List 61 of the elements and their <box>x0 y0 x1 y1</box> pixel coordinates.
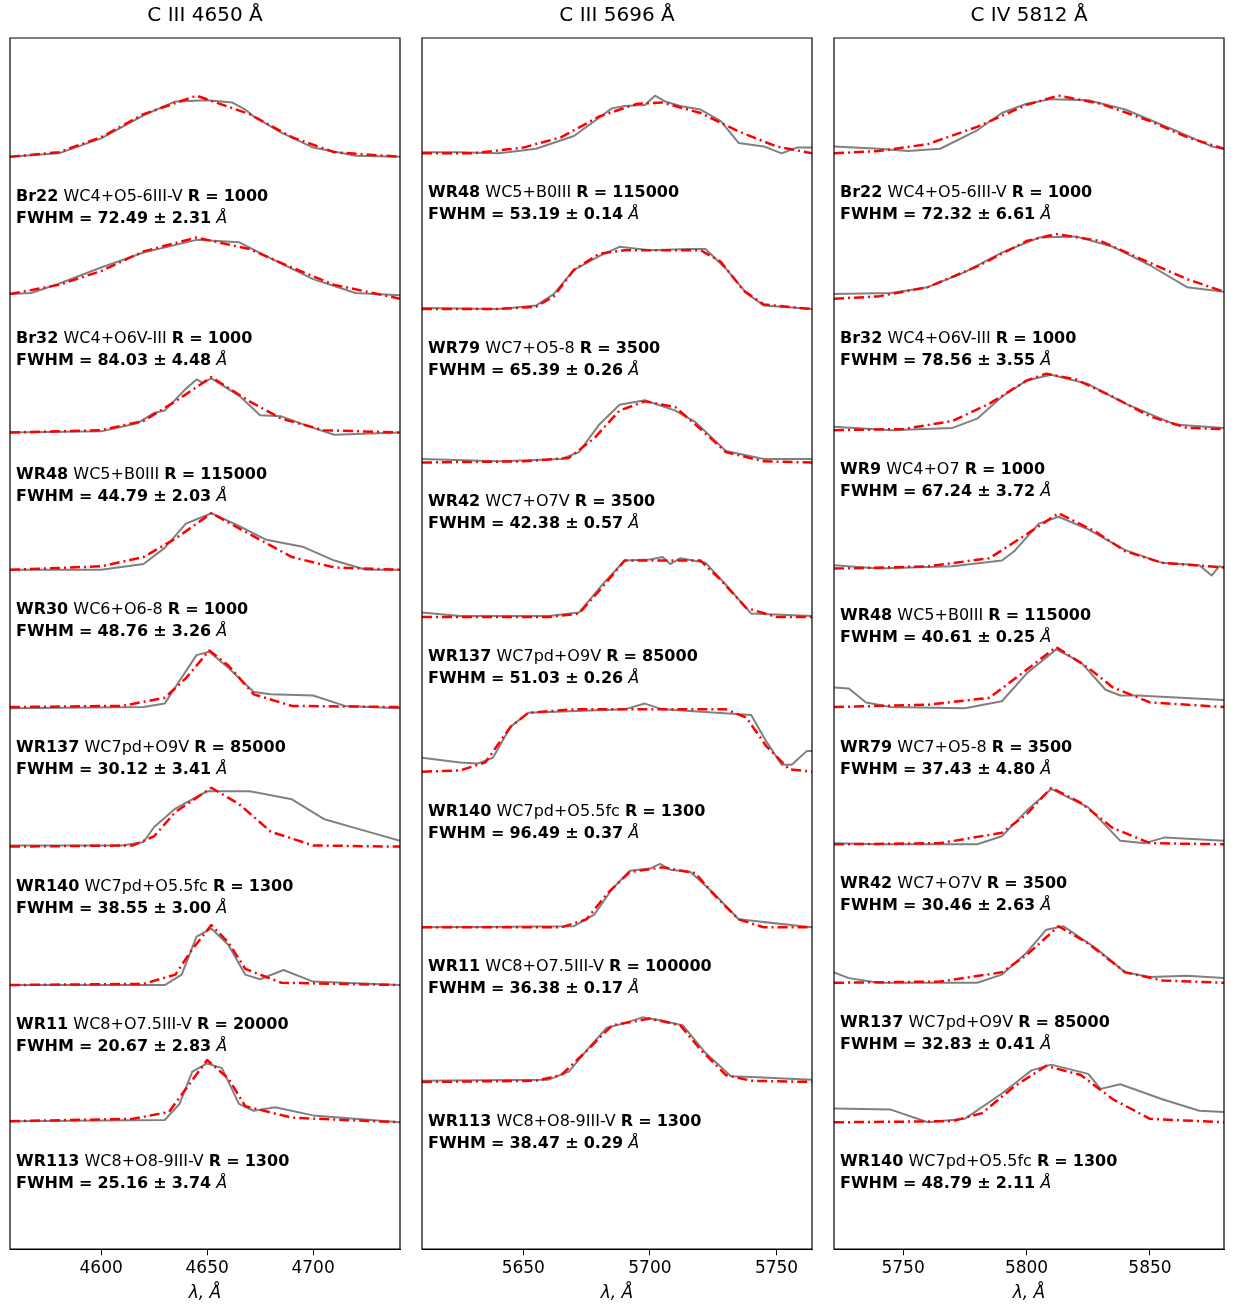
annotation: WR48 WC5+B0III R = 115000 <box>840 604 1092 624</box>
annotation: FWHM = 96.49 ± 0.37 Å <box>428 822 640 842</box>
x-axis-title: λ, Å <box>1011 1281 1046 1303</box>
annotation: FWHM = 72.32 ± 6.61 Å <box>840 203 1052 223</box>
annotation: FWHM = 30.12 ± 3.41 Å <box>16 758 228 778</box>
annotation: FWHM = 84.03 ± 4.48 Å <box>16 349 228 369</box>
annotation: FWHM = 78.56 ± 3.55 Å <box>840 349 1052 369</box>
annotation: WR79 WC7+O5-8 R = 3500 <box>840 736 1073 756</box>
annotation: WR30 WC6+O6-8 R = 1000 <box>16 598 249 618</box>
annotation: WR11 WC8+O7.5III-V R = 20000 <box>16 1013 289 1033</box>
x-tick-label: 4600 <box>79 1256 123 1277</box>
chart-title: C IV 5812 Å <box>970 2 1088 27</box>
annotation: FWHM = 65.39 ± 0.26 Å <box>428 359 640 379</box>
annotation: WR42 WC7+O7V R = 3500 <box>428 490 656 510</box>
annotation: WR137 WC7pd+O9V R = 85000 <box>428 645 698 665</box>
annotation: FWHM = 67.24 ± 3.72 Å <box>840 480 1052 500</box>
annotation: FWHM = 37.43 ± 4.80 Å <box>840 758 1052 778</box>
x-tick-label: 4650 <box>185 1256 229 1277</box>
annotation: FWHM = 42.38 ± 0.57 Å <box>428 512 640 532</box>
annotation: WR79 WC7+O5-8 R = 3500 <box>428 337 661 357</box>
annotation: FWHM = 48.79 ± 2.11 Å <box>840 1172 1052 1192</box>
annotation: Br22 WC4+O5-6III-V R = 1000 <box>840 181 1093 201</box>
chart-title: C III 5696 Å <box>559 2 675 27</box>
annotation: WR113 WC8+O8-9III-V R = 1300 <box>428 1110 702 1130</box>
annotation: FWHM = 25.16 ± 3.74 Å <box>16 1172 228 1192</box>
x-tick-label: 4700 <box>291 1256 335 1277</box>
x-tick-label: 5700 <box>628 1256 672 1277</box>
annotation: FWHM = 32.83 ± 0.41 Å <box>840 1033 1052 1053</box>
annotation: FWHM = 72.49 ± 2.31 Å <box>16 207 228 227</box>
annotation: Br32 WC4+O6V-III R = 1000 <box>16 327 253 347</box>
annotation: WR9 WC4+O7 R = 1000 <box>840 458 1046 478</box>
annotation: FWHM = 38.55 ± 3.00 Å <box>16 897 228 917</box>
annotation: WR11 WC8+O7.5III-V R = 100000 <box>428 955 712 975</box>
annotation: WR137 WC7pd+O9V R = 85000 <box>840 1011 1110 1031</box>
annotation: WR137 WC7pd+O9V R = 85000 <box>16 736 286 756</box>
annotation: FWHM = 38.47 ± 0.29 Å <box>428 1132 640 1152</box>
x-tick-label: 5750 <box>881 1256 925 1277</box>
annotation: FWHM = 36.38 ± 0.17 Å <box>428 977 640 997</box>
annotation: WR140 WC7pd+O5.5fc R = 1300 <box>840 1150 1118 1170</box>
annotation: FWHM = 53.19 ± 0.14 Å <box>428 203 640 223</box>
x-axis-title: λ, Å <box>599 1281 634 1303</box>
annotation: FWHM = 20.67 ± 2.83 Å <box>16 1035 228 1055</box>
annotation: WR48 WC5+B0III R = 115000 <box>428 181 680 201</box>
annotation: WR48 WC5+B0III R = 115000 <box>16 463 268 483</box>
x-tick-label: 5850 <box>1128 1256 1172 1277</box>
annotation: Br32 WC4+O6V-III R = 1000 <box>840 327 1077 347</box>
x-axis-title: λ, Å <box>187 1281 222 1303</box>
annotation: FWHM = 51.03 ± 0.26 Å <box>428 667 640 687</box>
annotation: WR140 WC7pd+O5.5fc R = 1300 <box>16 875 294 895</box>
annotation: WR113 WC8+O8-9III-V R = 1300 <box>16 1150 290 1170</box>
annotation: WR140 WC7pd+O5.5fc R = 1300 <box>428 800 706 820</box>
annotation: FWHM = 40.61 ± 0.25 Å <box>840 626 1052 646</box>
annotation: FWHM = 48.76 ± 3.26 Å <box>16 620 228 640</box>
x-tick-label: 5650 <box>501 1256 545 1277</box>
chart-title: C III 4650 Å <box>147 2 263 27</box>
x-tick-label: 5800 <box>1004 1256 1049 1277</box>
annotation: FWHM = 44.79 ± 2.03 Å <box>16 485 228 505</box>
annotation: WR42 WC7+O7V R = 3500 <box>840 872 1068 892</box>
annotation: FWHM = 30.46 ± 2.63 Å <box>840 894 1052 914</box>
x-tick-label: 5750 <box>754 1256 799 1277</box>
annotation: Br22 WC4+O5-6III-V R = 1000 <box>16 185 269 205</box>
